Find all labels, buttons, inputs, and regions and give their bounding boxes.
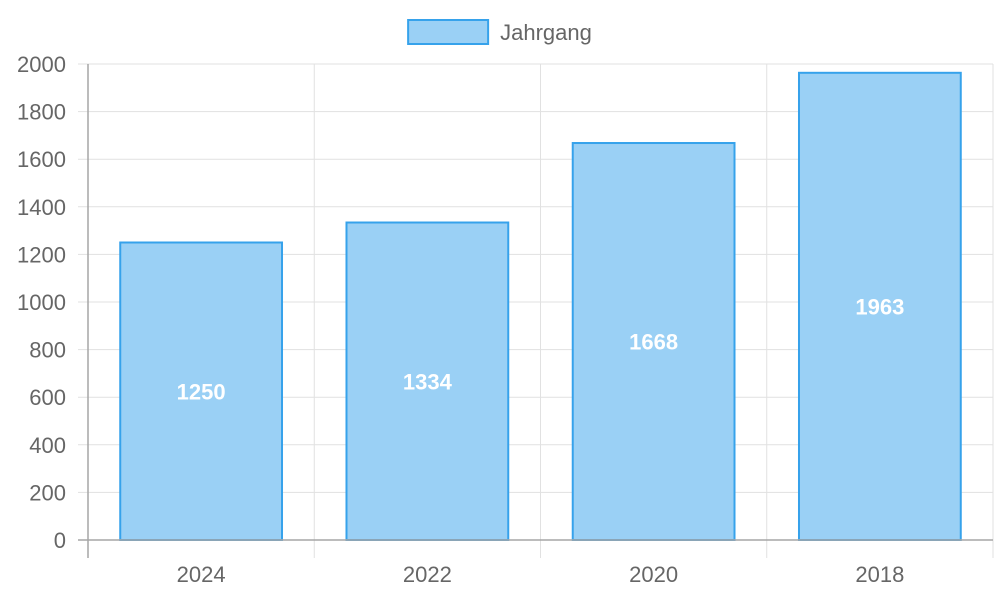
axes: 0 200 400 600 800 1000 1200 1400 1600 1800 2000 202… bbox=[17, 52, 993, 587]
data-label-2020: 1668 bbox=[629, 330, 678, 355]
data-label-2018: 1963 bbox=[855, 294, 904, 319]
y-tick-label: 1400 bbox=[17, 195, 66, 220]
data-label-2024: 1250 bbox=[177, 379, 226, 404]
legend-label[interactable]: Jahrgang bbox=[500, 20, 592, 45]
y-tick-label: 200 bbox=[29, 480, 66, 505]
y-tick-label: 2000 bbox=[17, 52, 66, 77]
y-tick-label: 1600 bbox=[17, 147, 66, 172]
y-tick-label: 400 bbox=[29, 433, 66, 458]
bar-2018[interactable] bbox=[797, 71, 962, 541]
x-tick-label-2020: 2020 bbox=[629, 562, 678, 587]
y-tick-label: 1200 bbox=[17, 242, 66, 267]
y-tick-label: 600 bbox=[29, 385, 66, 410]
x-tick-label-2024: 2024 bbox=[177, 562, 226, 587]
bars bbox=[119, 71, 962, 542]
x-tick-label-2022: 2022 bbox=[403, 562, 452, 587]
y-tick-label: 0 bbox=[54, 528, 66, 553]
y-tick-label: 1800 bbox=[17, 100, 66, 125]
y-tick-label: 1000 bbox=[17, 290, 66, 315]
data-label-2022: 1334 bbox=[403, 369, 453, 394]
x-tick-label-2018: 2018 bbox=[855, 562, 904, 587]
legend[interactable]: Jahrgang bbox=[407, 19, 592, 45]
data-labels: 1250 1334 1668 1963 bbox=[177, 294, 905, 404]
legend-swatch[interactable] bbox=[407, 19, 490, 45]
y-tick-label: 800 bbox=[29, 338, 66, 363]
bar-2024[interactable] bbox=[119, 241, 284, 541]
